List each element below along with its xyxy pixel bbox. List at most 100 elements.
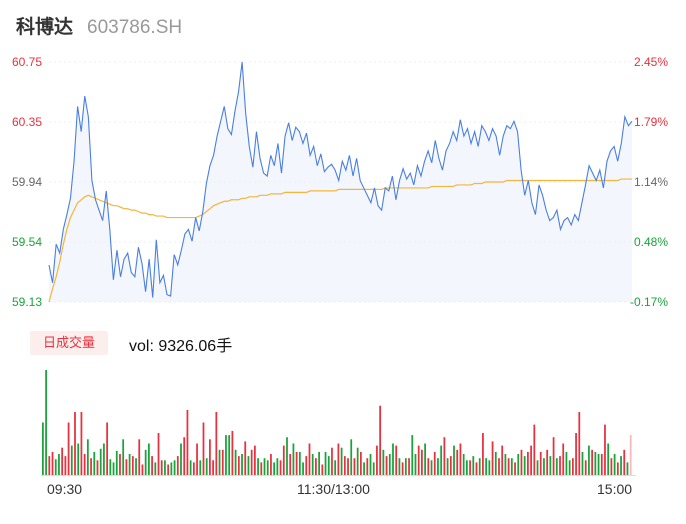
price-tick: 59.54 xyxy=(12,235,43,249)
volume-bar xyxy=(616,462,619,475)
volume-bar xyxy=(173,460,176,475)
volume-bar xyxy=(45,370,47,475)
volume-bar xyxy=(456,449,459,475)
volume-bar xyxy=(138,439,141,475)
volume-bar xyxy=(382,449,385,475)
volume-bar xyxy=(430,460,433,475)
volume-bar xyxy=(144,449,147,475)
volume-bar xyxy=(501,445,504,475)
volume-bar xyxy=(408,458,410,475)
volume-bar xyxy=(308,443,311,475)
volume-bar xyxy=(629,435,632,475)
volume-bar xyxy=(340,447,343,475)
volume-bar xyxy=(215,412,218,475)
volume-bar xyxy=(559,456,561,475)
volume-bar xyxy=(343,456,346,475)
volume-bar xyxy=(385,456,388,475)
volume-bar xyxy=(578,412,581,475)
volume-bar xyxy=(160,460,163,475)
volume-bar xyxy=(244,441,247,475)
average-price-line xyxy=(48,178,632,303)
volume-bar xyxy=(199,460,202,475)
volume-bar xyxy=(366,458,369,475)
volume-bar xyxy=(376,445,378,475)
volume-bar xyxy=(327,456,330,475)
volume-bar xyxy=(472,456,475,475)
volume-bar xyxy=(424,443,426,475)
volume-bar xyxy=(613,454,616,475)
volume-bar xyxy=(234,449,237,475)
volume-bar xyxy=(241,454,243,475)
volume-bar xyxy=(337,443,340,475)
volume-bar xyxy=(189,460,192,475)
volume-bar xyxy=(459,443,462,475)
volume-bar xyxy=(491,441,494,475)
volume-bar xyxy=(504,454,507,475)
volume-bar xyxy=(225,435,227,475)
volume-bar xyxy=(202,422,205,475)
volume-bar xyxy=(96,460,99,475)
volume-bar xyxy=(469,460,471,475)
volume-bar xyxy=(115,450,118,475)
volume-bar xyxy=(604,424,606,475)
daily-volume-tab[interactable]: 日成交量 xyxy=(30,331,108,355)
volume-bar xyxy=(523,456,526,475)
volume-bar xyxy=(331,447,333,475)
stock-code: 603786.SH xyxy=(87,17,183,38)
volume-label: vol: xyxy=(129,338,154,355)
volume-bar xyxy=(237,456,240,475)
volume-bar xyxy=(591,449,594,475)
volume-bar xyxy=(507,458,510,475)
volume-bar xyxy=(61,447,64,475)
volume-bar xyxy=(498,458,500,475)
volume-bar xyxy=(433,451,436,475)
volume-bar xyxy=(147,443,150,475)
volume-bar xyxy=(157,433,160,475)
volume-bar xyxy=(151,456,153,475)
percent-tick: 2.45% xyxy=(633,55,668,69)
volume-bar xyxy=(186,409,189,475)
volume-bar xyxy=(247,456,250,475)
volume-bar xyxy=(112,462,115,475)
volume-bar xyxy=(266,460,269,475)
volume-bar xyxy=(318,451,320,475)
volume-bar xyxy=(221,449,224,475)
volume-bar xyxy=(164,460,166,475)
volume-bar xyxy=(292,443,295,475)
volume-bar xyxy=(552,437,555,475)
volume-bar xyxy=(421,449,423,475)
volume-bar xyxy=(70,445,73,475)
volume-bar xyxy=(260,462,263,475)
volume-bar xyxy=(74,412,76,475)
volume-bar xyxy=(295,451,298,475)
volume-bar xyxy=(42,422,44,475)
volume-bar xyxy=(437,458,439,475)
volume-bar xyxy=(514,462,516,475)
volume-bar xyxy=(453,445,455,475)
volume-bar xyxy=(279,460,282,475)
volume-bar xyxy=(462,454,465,475)
volume-bar xyxy=(623,449,626,475)
price-tick: 59.94 xyxy=(12,175,43,189)
volume-bar xyxy=(67,422,70,475)
volume-bar xyxy=(253,445,256,475)
volume-bar xyxy=(446,458,449,475)
volume-bar xyxy=(54,459,57,475)
volume-bar xyxy=(568,460,571,475)
volume-bar xyxy=(588,445,590,475)
volume-bar xyxy=(347,458,349,475)
volume-bar xyxy=(196,443,198,475)
volume-bar xyxy=(93,451,96,475)
volume-bar xyxy=(359,451,362,475)
volume-bar xyxy=(411,435,414,475)
volume-bar xyxy=(475,462,478,475)
volume-bar xyxy=(141,464,144,475)
volume-bar xyxy=(128,454,131,475)
volume-bar xyxy=(250,449,253,475)
volume-bar xyxy=(363,462,365,475)
volume-bar xyxy=(315,458,317,475)
volume-bar xyxy=(610,458,613,475)
volume-bar xyxy=(86,439,89,475)
volume-bar xyxy=(180,443,182,475)
volume-bar xyxy=(83,454,86,475)
